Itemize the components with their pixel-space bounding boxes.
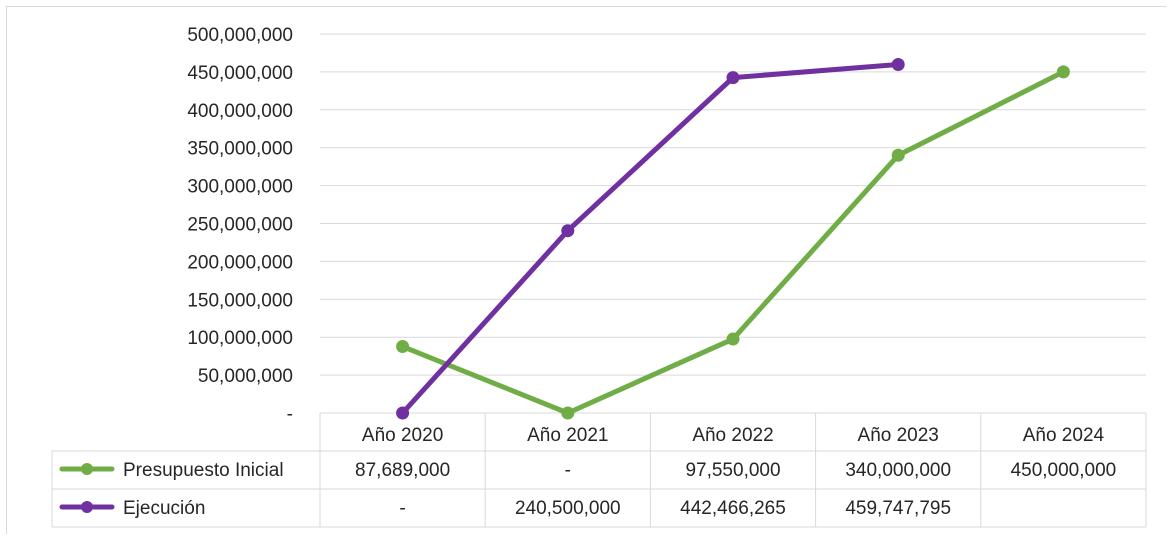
y-tick-label: 450,000,000 (187, 63, 293, 84)
chart-frame (6, 6, 1166, 534)
legend-marker (81, 463, 93, 475)
y-tick-label: 500,000,000 (187, 25, 293, 46)
data-point (396, 406, 410, 420)
x-tick-label: Año 2022 (692, 425, 773, 446)
series-layer (396, 58, 1070, 420)
data-point (396, 340, 410, 354)
table-cell-value: - (399, 498, 405, 519)
legend-marker (81, 501, 93, 513)
y-tick-label: 100,000,000 (187, 328, 293, 349)
legend-label: Ejecución (123, 498, 205, 519)
table-cell-value: 97,550,000 (685, 460, 780, 481)
data-point (891, 148, 905, 162)
data-point (561, 406, 575, 420)
series-line (400, 62, 899, 415)
table-cell-value: 240,500,000 (515, 498, 621, 519)
gridlines (320, 33, 1146, 376)
y-tick-label: 250,000,000 (187, 215, 293, 236)
table-cell-value: 340,000,000 (845, 460, 951, 481)
data-point (726, 71, 740, 85)
table-cell-value: 450,000,000 (1011, 460, 1117, 481)
y-axis-ticks: - 50,000,000 100,000,000 150,000,000 200,000… (187, 25, 293, 425)
y-tick-label: 400,000,000 (187, 101, 293, 122)
data-point (1056, 65, 1070, 79)
table-cell-value: 459,747,795 (845, 498, 951, 519)
x-tick-label: Año 2023 (858, 425, 939, 446)
y-tick-label: 300,000,000 (187, 177, 293, 198)
y-tick-label: 150,000,000 (187, 290, 293, 311)
table-cell-value: 442,466,265 (680, 498, 786, 519)
x-tick-label: Año 2024 (1023, 425, 1105, 446)
y-tick-label: 350,000,000 (187, 139, 293, 160)
data-table: Año 2020 Año 2021 Año 2022 Año 2023 Año 2024… (51, 412, 1147, 528)
data-point (561, 224, 575, 238)
legend-label: Presupuesto Inicial (123, 460, 284, 481)
data-point (726, 332, 740, 346)
table-cell-value: 87,689,000 (355, 460, 450, 481)
x-tick-label: Año 2021 (527, 425, 608, 446)
y-tick-label: 200,000,000 (187, 252, 293, 273)
series-line (401, 69, 1065, 416)
y-tick-label: - (287, 404, 293, 425)
data-point (891, 58, 905, 72)
table-cell-value: - (565, 460, 571, 481)
x-tick-label: Año 2020 (362, 425, 443, 446)
y-tick-label: 50,000,000 (198, 366, 293, 387)
